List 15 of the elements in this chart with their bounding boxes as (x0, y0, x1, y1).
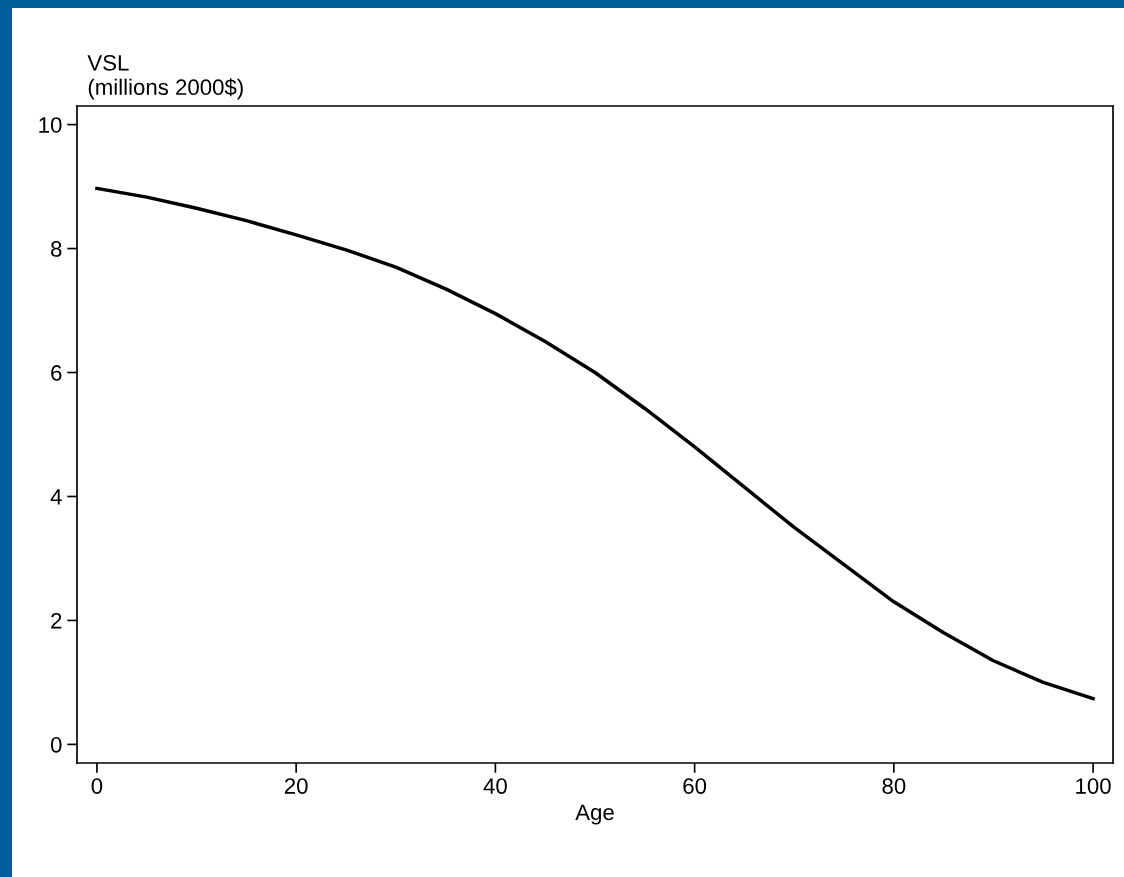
x-tick-label: 80 (882, 778, 906, 794)
y-tick-label: 0 (50, 736, 62, 753)
y-tick-label: 2 (51, 612, 62, 629)
y-tick-label: 8 (51, 241, 62, 257)
x-tick-label: 100 (1076, 778, 1111, 794)
x-tick-label: 0 (91, 778, 103, 794)
x-axis-title: Age (575, 804, 614, 825)
y-axis-title: VSL (millions 2000$) (87, 54, 243, 100)
y-tick-label: 10 (39, 117, 62, 133)
line-series (95, 186, 1095, 701)
y-tick-label: 6 (51, 365, 62, 381)
x-tick-label: 60 (683, 778, 707, 794)
x-tick-label: 40 (483, 778, 507, 794)
y-tick-label: 4 (50, 489, 62, 505)
x-tick-label: 20 (284, 778, 308, 794)
